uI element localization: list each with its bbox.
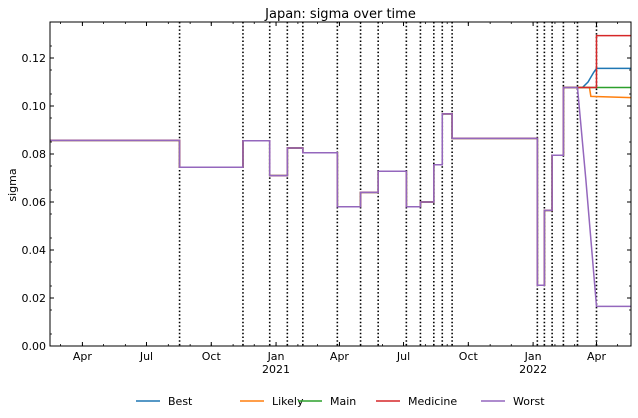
x-tick-label: Jan	[524, 350, 542, 363]
x-tick-label: Jan	[267, 350, 285, 363]
x-tick-year-label: 2021	[262, 363, 290, 376]
y-axis-ticks: 0.00 0.02 0.04 0.06 0.08 0.10 0.12	[22, 21, 631, 353]
y-tick-label: 0.02	[22, 292, 47, 305]
y-tick-label: 0.00	[22, 340, 47, 353]
plot-frame	[49, 21, 632, 347]
y-axis-label: sigma	[6, 168, 19, 201]
x-tick-label: Apr	[587, 350, 607, 363]
x-tick-label: Apr	[73, 350, 93, 363]
x-tick-label: Apr	[330, 350, 350, 363]
x-tick-label: Oct	[459, 350, 479, 363]
legend-label-worst: Worst	[513, 395, 545, 408]
chart-title: Japan: sigma over time	[264, 7, 416, 22]
legend: Best Likely Main Medicine Worst	[136, 395, 545, 408]
x-tick-label: Jul	[139, 350, 153, 363]
x-tick-label: Jul	[396, 350, 410, 363]
legend-label-medicine: Medicine	[408, 395, 457, 408]
x-tick-year-label: 2022	[519, 363, 547, 376]
y-tick-label: 0.04	[22, 244, 47, 257]
legend-label-likely: Likely	[272, 395, 304, 408]
y-tick-label: 0.08	[22, 148, 47, 161]
y-tick-label: 0.06	[22, 196, 47, 209]
series-lines	[50, 34, 632, 308]
series-line-worst	[50, 86, 631, 308]
x-tick-label: Oct	[202, 350, 222, 363]
legend-label-main: Main	[330, 395, 356, 408]
y-tick-label: 0.12	[22, 52, 47, 65]
change-date-lines	[178, 22, 598, 346]
y-tick-label: 0.10	[22, 100, 47, 113]
legend-label-best: Best	[168, 395, 193, 408]
